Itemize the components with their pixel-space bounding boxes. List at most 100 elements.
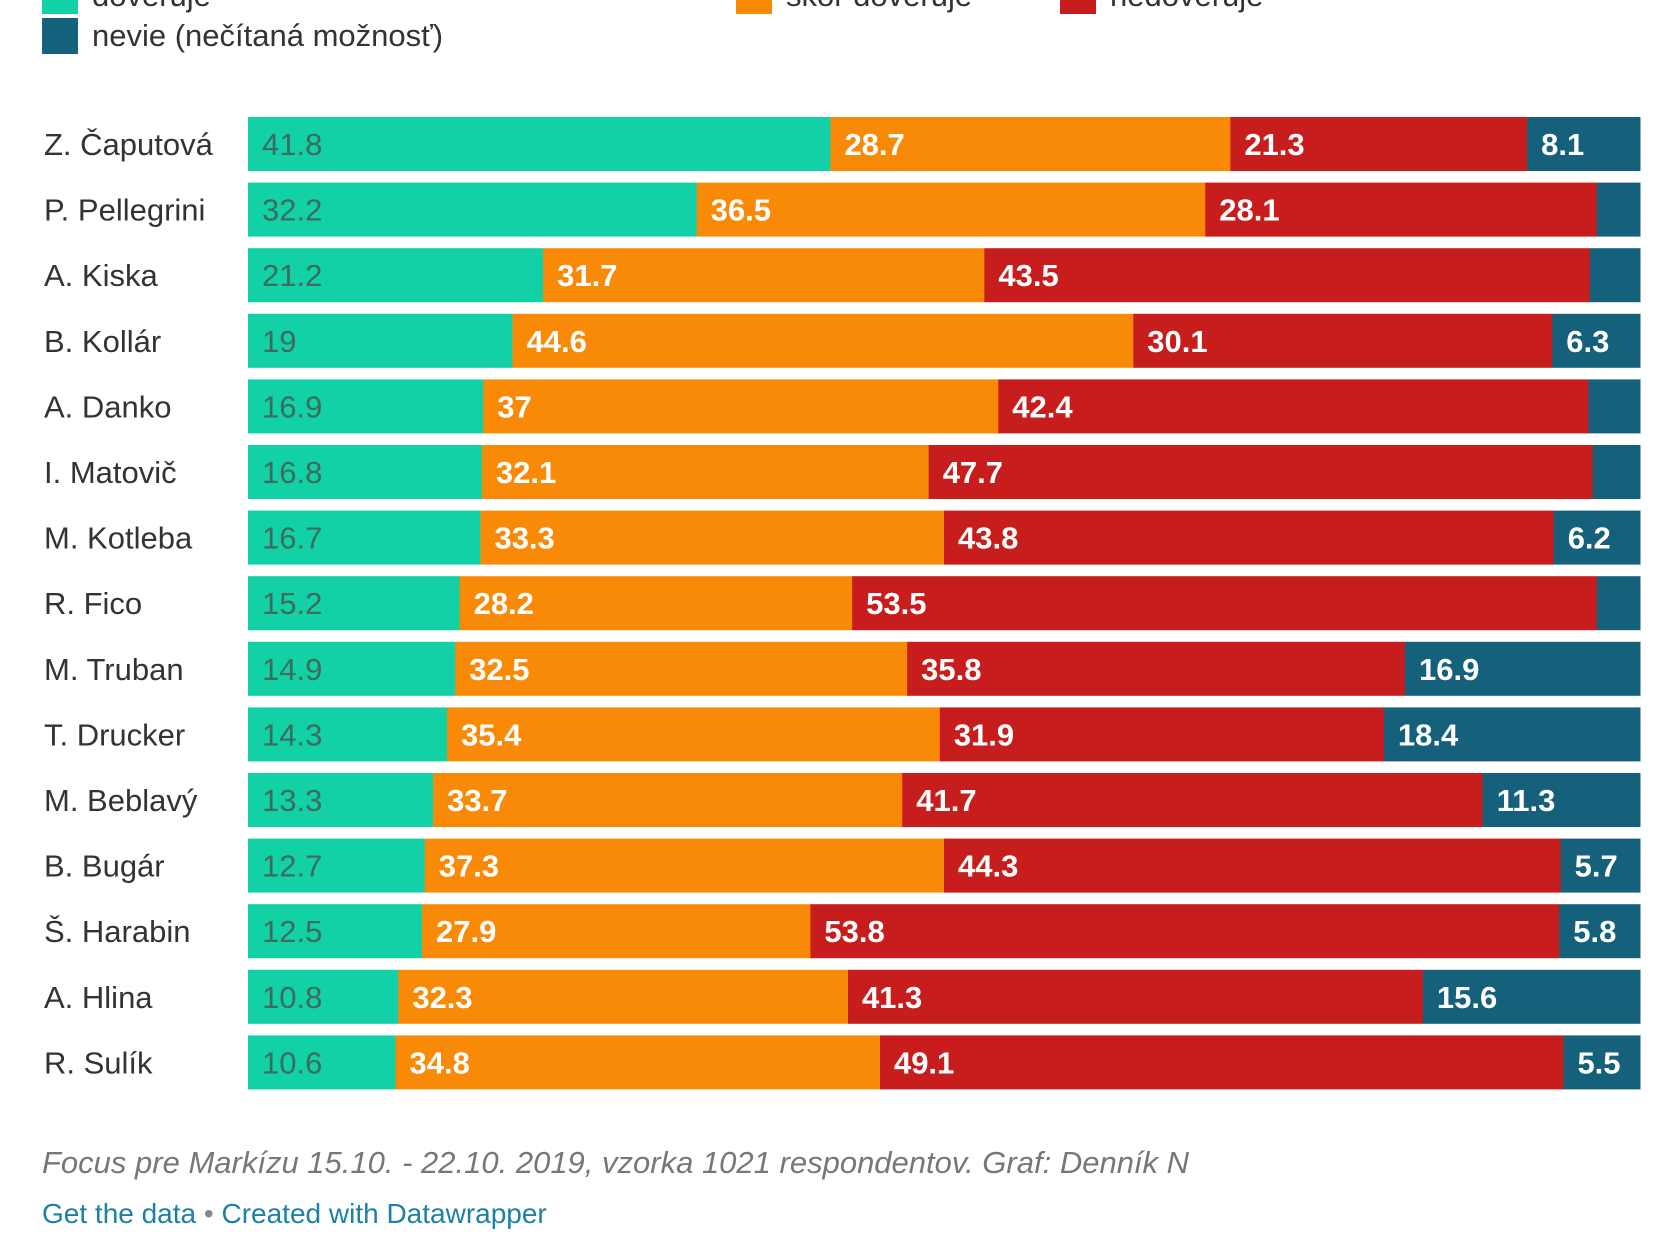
bar-segment bbox=[998, 379, 1589, 434]
bar-segment bbox=[481, 445, 930, 499]
bar-segment bbox=[248, 1035, 397, 1090]
bar-value-label: 28.2 bbox=[474, 586, 534, 621]
bar-value-label: 14.3 bbox=[262, 717, 322, 752]
bar-value-label: 27.9 bbox=[436, 914, 496, 949]
bar-segment bbox=[879, 1035, 1564, 1090]
bar-segment bbox=[1230, 117, 1528, 171]
category-label: R. Sulík bbox=[44, 1045, 153, 1080]
bar-value-label: 41.3 bbox=[862, 980, 922, 1015]
bar-value-label: 33.3 bbox=[494, 521, 554, 556]
bar-segment bbox=[1563, 1035, 1641, 1090]
bar-value-label: 28.7 bbox=[844, 127, 904, 162]
bar-value-label: 33.7 bbox=[447, 783, 507, 818]
bar-segment bbox=[248, 838, 426, 893]
bar-value-label: 41.8 bbox=[262, 127, 322, 162]
bar-segment bbox=[395, 1035, 881, 1090]
bar-segment bbox=[907, 641, 1406, 696]
legend-label-dont-know: nevie (nečítaná možnosť) bbox=[92, 18, 444, 53]
bar-segment bbox=[1559, 904, 1641, 959]
bar-value-label: 5.7 bbox=[1575, 849, 1618, 884]
bar-value-label: 53.5 bbox=[866, 586, 926, 621]
bar-value-label: 53.8 bbox=[824, 914, 884, 949]
bar-segment bbox=[1205, 182, 1598, 237]
bar-segment bbox=[447, 707, 941, 762]
bar-value-label: 37.3 bbox=[439, 849, 499, 884]
category-label: Š. Harabin bbox=[44, 914, 190, 949]
bar-segment bbox=[248, 379, 484, 434]
bar-segment bbox=[1422, 969, 1641, 1024]
bar-value-label: 15.2 bbox=[262, 586, 322, 621]
bar-value-label: 5.5 bbox=[1577, 1045, 1620, 1080]
bar-value-label: 8.1 bbox=[1541, 127, 1584, 162]
legend-label-rather-trust: skôr dôveruje bbox=[786, 0, 972, 14]
legend-label-trust: dôveruje bbox=[92, 0, 211, 14]
source-note: Focus pre Markízu 15.10. - 22.10. 2019, … bbox=[42, 1145, 1190, 1180]
bar-segment bbox=[1404, 641, 1641, 696]
category-label: M. Truban bbox=[44, 652, 184, 687]
legend-swatch-dont-know bbox=[42, 18, 78, 54]
bar-segment bbox=[1383, 707, 1641, 762]
bar-segment bbox=[248, 182, 698, 237]
bar-segment bbox=[543, 248, 985, 303]
created-with-datawrapper-link[interactable]: Created with Datawrapper bbox=[221, 1198, 547, 1229]
category-label: M. Beblavý bbox=[44, 783, 198, 818]
bar-segment bbox=[248, 707, 448, 762]
bar-segment bbox=[455, 641, 908, 696]
bar-segment bbox=[459, 576, 853, 631]
bar-segment bbox=[944, 838, 1562, 893]
category-label: B. Kollár bbox=[44, 324, 161, 359]
bar-value-label: 44.6 bbox=[526, 324, 586, 359]
bar-value-label: 43.5 bbox=[998, 258, 1058, 293]
bar-value-label: 43.8 bbox=[958, 521, 1018, 556]
bar-segment bbox=[928, 445, 1594, 499]
bar-value-label: 10.8 bbox=[262, 980, 322, 1015]
bar-segment bbox=[248, 248, 544, 303]
bar-value-label: 5.8 bbox=[1573, 914, 1616, 949]
bar-segment bbox=[1482, 773, 1641, 827]
bar-value-label: 14.9 bbox=[262, 652, 322, 687]
bar-value-label: 11.3 bbox=[1497, 783, 1556, 818]
bar-segment bbox=[433, 773, 903, 827]
bar-value-label: 21.3 bbox=[1244, 127, 1304, 162]
category-label: M. Kotleba bbox=[44, 521, 193, 556]
get-the-data-link[interactable]: Get the data bbox=[42, 1198, 197, 1229]
footer-separator: • bbox=[203, 1198, 214, 1229]
bar-value-label: 21.2 bbox=[262, 258, 322, 293]
bar-value-label: 13.3 bbox=[262, 783, 322, 818]
bar-value-label: 42.4 bbox=[1012, 389, 1073, 424]
bar-segment bbox=[480, 510, 945, 565]
bar-segment bbox=[902, 773, 1484, 827]
bar-segment bbox=[1553, 510, 1641, 565]
bar-segment bbox=[696, 182, 1206, 237]
bar-value-label: 37 bbox=[497, 389, 531, 424]
legend-swatch-rather-trust bbox=[736, 0, 772, 14]
bar-value-label: 49.1 bbox=[894, 1045, 954, 1080]
bar-segment bbox=[248, 773, 434, 827]
bar-value-label: 15.6 bbox=[1437, 980, 1497, 1015]
bar-segment bbox=[512, 313, 1134, 368]
category-label: R. Fico bbox=[44, 586, 142, 621]
bar-value-label: 16.8 bbox=[262, 455, 322, 490]
bar-segment bbox=[830, 117, 1231, 171]
legend-swatch-distrust bbox=[1060, 0, 1096, 14]
category-label: A. Kiska bbox=[44, 258, 158, 293]
bar-value-label: 41.7 bbox=[916, 783, 976, 818]
bar-segment bbox=[398, 969, 849, 1024]
bar-value-label: 16.9 bbox=[1419, 652, 1479, 687]
bar-segment bbox=[852, 576, 1598, 631]
bar-value-label: 10.6 bbox=[262, 1045, 322, 1080]
category-label: A. Danko bbox=[44, 389, 172, 424]
bar-segment bbox=[248, 313, 513, 368]
bar-value-label: 31.7 bbox=[557, 258, 617, 293]
category-label: Z. Čaputová bbox=[44, 127, 214, 162]
bar-value-label: 31.9 bbox=[954, 717, 1014, 752]
bar-value-label: 28.1 bbox=[1219, 193, 1279, 228]
bar-value-label: 35.4 bbox=[461, 717, 522, 752]
bar-value-label: 19 bbox=[262, 324, 296, 359]
category-label: B. Bugár bbox=[44, 849, 165, 884]
stacked-bar-chart: Z. Čaputová 41.8 28.7 21.3 8.1 P. Pellegrini 3… bbox=[44, 117, 1641, 1090]
bar-value-label: 32.1 bbox=[496, 455, 556, 490]
bar-value-label: 12.7 bbox=[262, 849, 322, 884]
bar-value-label: 16.9 bbox=[262, 389, 322, 424]
bar-segment bbox=[1589, 248, 1641, 303]
